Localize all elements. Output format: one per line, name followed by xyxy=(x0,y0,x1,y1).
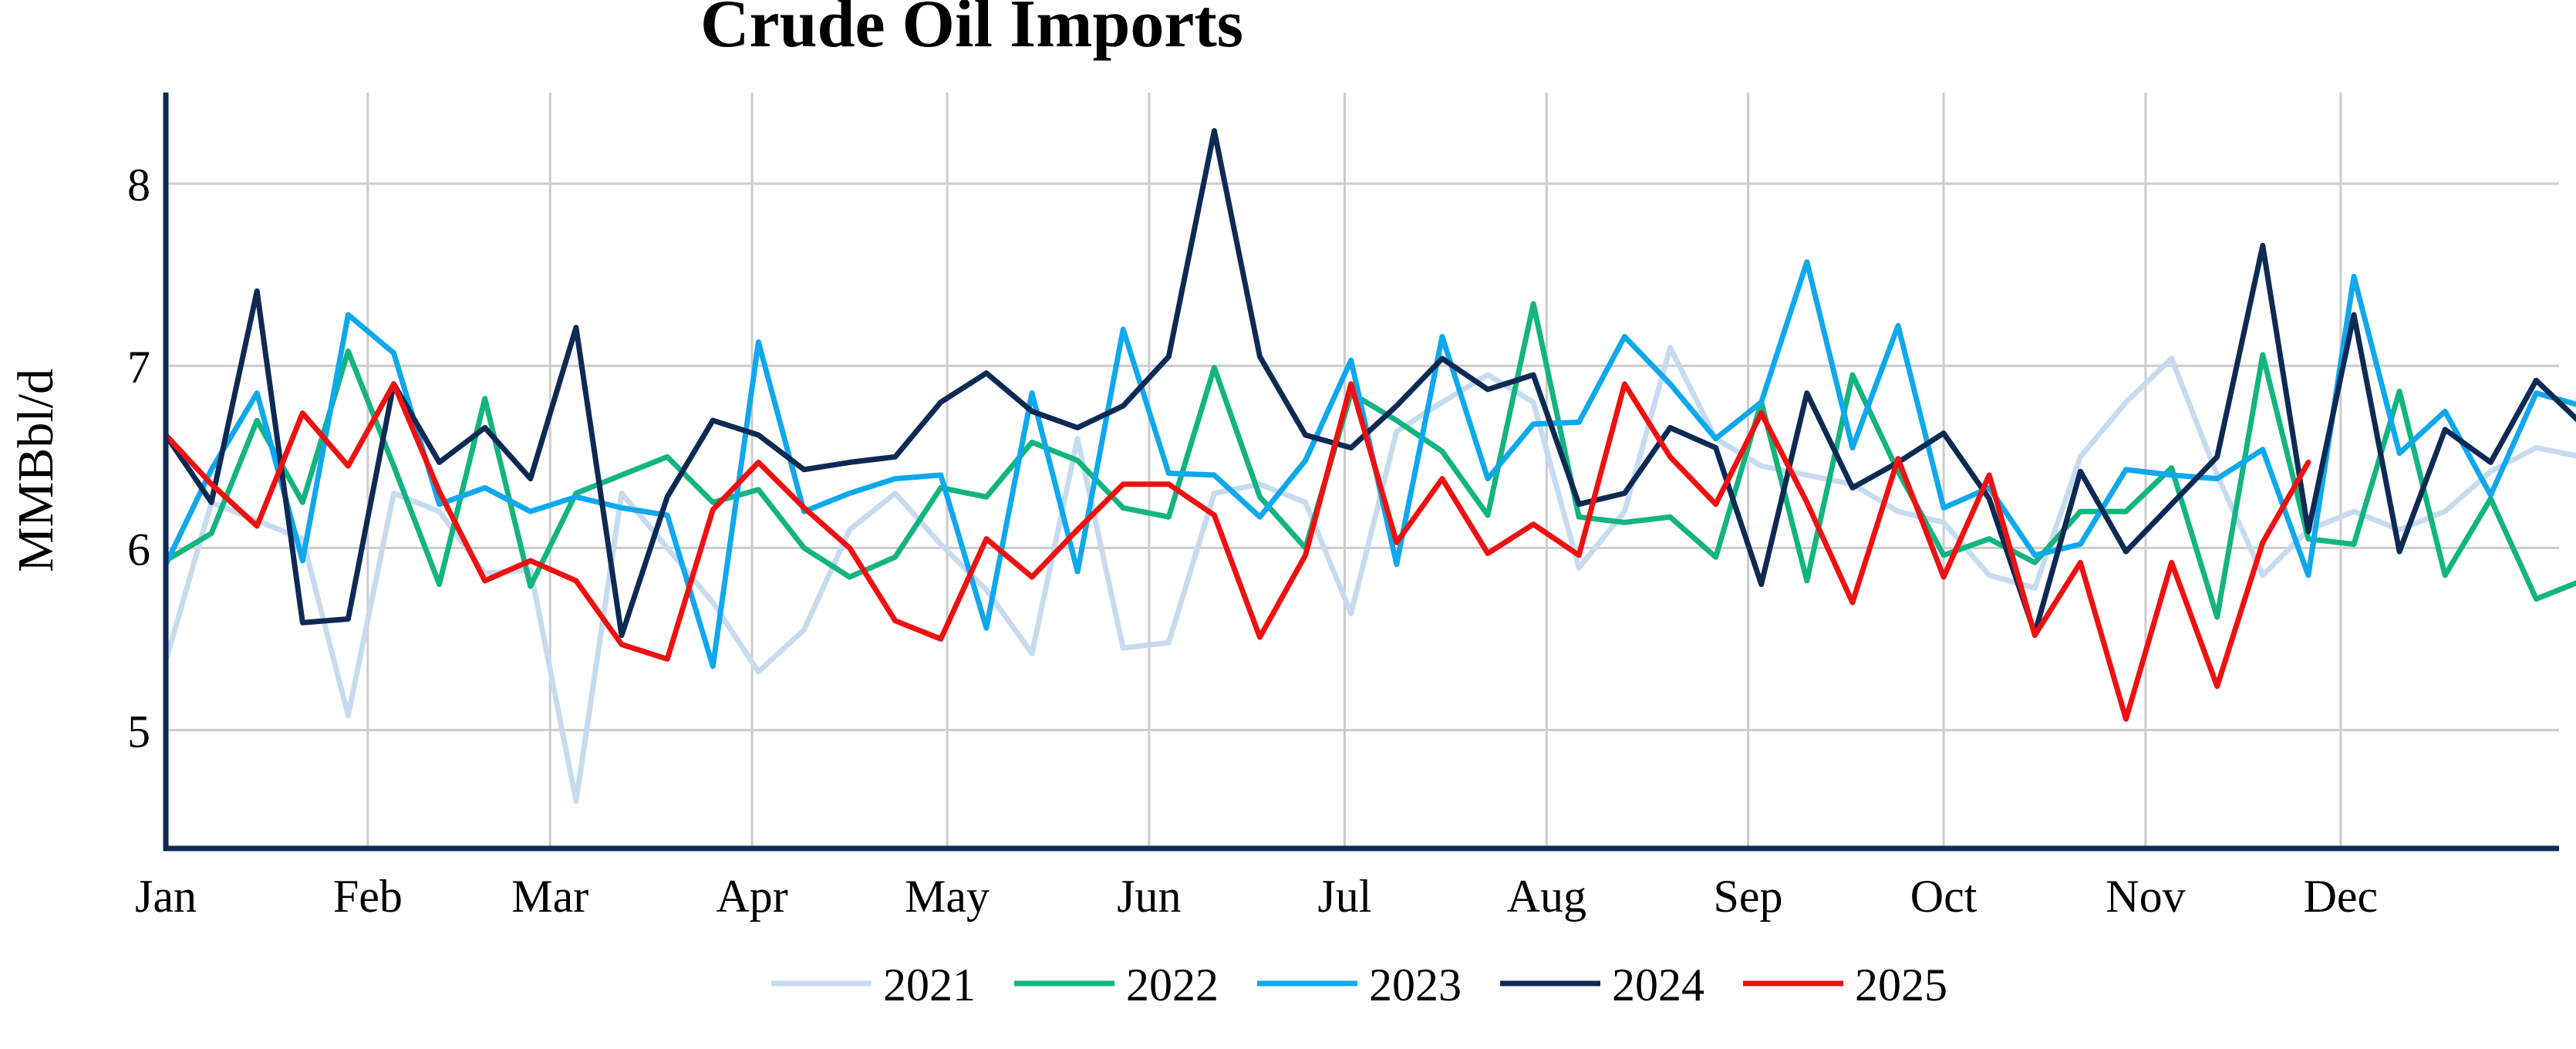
x-tick-label: Feb xyxy=(333,871,403,922)
series-line-2021 xyxy=(163,345,2576,804)
legend-item-2024[interactable]: 2024 xyxy=(1500,960,1704,1010)
legend-label: 2021 xyxy=(883,960,976,1010)
x-tick-label: Oct xyxy=(1910,871,1978,922)
y-tick-label: 5 xyxy=(127,707,150,757)
legend-label: 2022 xyxy=(1126,960,1219,1010)
legend-label: 2024 xyxy=(1612,960,1704,1010)
tick-labels: 5 6 7 8 Jan Feb Mar Apr May Jun Jul Aug Sep Oct Nov Dec xyxy=(127,160,2378,922)
series-line-2024 xyxy=(163,128,2576,639)
x-tick-label: Apr xyxy=(716,871,787,922)
axes xyxy=(163,93,2559,852)
x-tick-label: Jan xyxy=(135,871,197,922)
legend: 2021 2022 2023 2024 2025 xyxy=(771,960,1947,1010)
x-tick-label: Mar xyxy=(511,871,588,922)
legend-item-2023[interactable]: 2023 xyxy=(1257,960,1462,1010)
x-tick-label: Nov xyxy=(2106,871,2185,922)
chart-title: Crude Oil Imports xyxy=(700,0,1243,62)
series-lines xyxy=(163,128,2576,804)
legend-item-2025[interactable]: 2025 xyxy=(1743,960,1947,1010)
x-tick-label: Jun xyxy=(1117,871,1181,922)
x-tick-label: Jul xyxy=(1317,871,1371,922)
series-line-2025 xyxy=(163,381,2311,722)
y-tick-label: 7 xyxy=(127,342,150,393)
x-tick-label: Aug xyxy=(1507,871,1586,922)
legend-item-2021[interactable]: 2021 xyxy=(771,960,976,1010)
x-tick-label: May xyxy=(905,871,990,922)
legend-label: 2025 xyxy=(1855,960,1947,1010)
legend-item-2022[interactable]: 2022 xyxy=(1014,960,1219,1010)
y-tick-label: 6 xyxy=(127,524,150,575)
legend-label: 2023 xyxy=(1369,960,1462,1010)
x-tick-label: Sep xyxy=(1714,871,1783,922)
x-tick-label: Dec xyxy=(2304,871,2379,922)
y-axis-label: MMBbl/d xyxy=(8,369,64,572)
y-tick-label: 8 xyxy=(127,160,150,211)
